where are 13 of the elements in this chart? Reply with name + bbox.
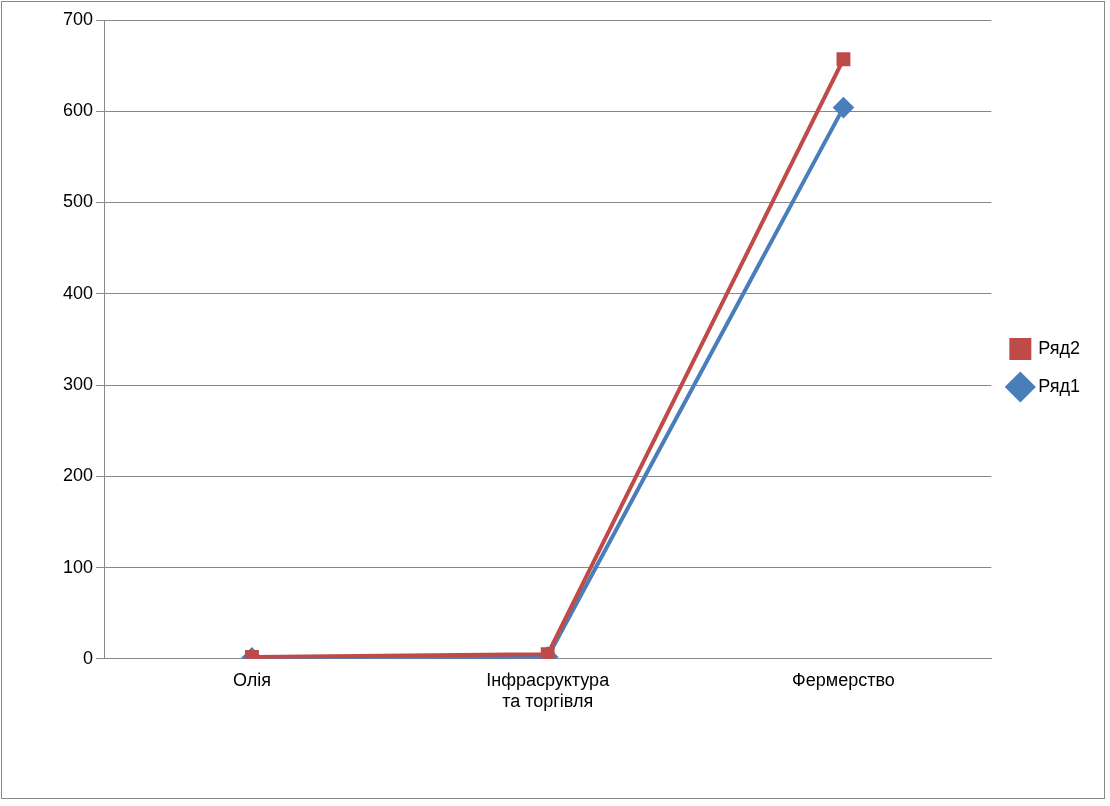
legend-label: Ряд2 — [1038, 337, 1080, 358]
y-tick-label: 200 — [62, 465, 94, 486]
legend-label: Ряд1 — [1038, 375, 1080, 396]
x-tick-label: Олія — [232, 669, 271, 690]
y-tick-label: 0 — [83, 647, 94, 668]
y-tick-label: 600 — [62, 100, 94, 121]
y-tick-label: 700 — [62, 8, 94, 29]
y-tick-label: 300 — [62, 374, 94, 394]
x-tick-label: Фермерство — [792, 669, 895, 690]
y-tick-label: 500 — [62, 191, 94, 212]
y-tick-label: 400 — [62, 282, 94, 303]
y-tick-label: 100 — [62, 556, 94, 577]
x-tick-label: Інфрасруктура та торгівля — [486, 669, 611, 712]
